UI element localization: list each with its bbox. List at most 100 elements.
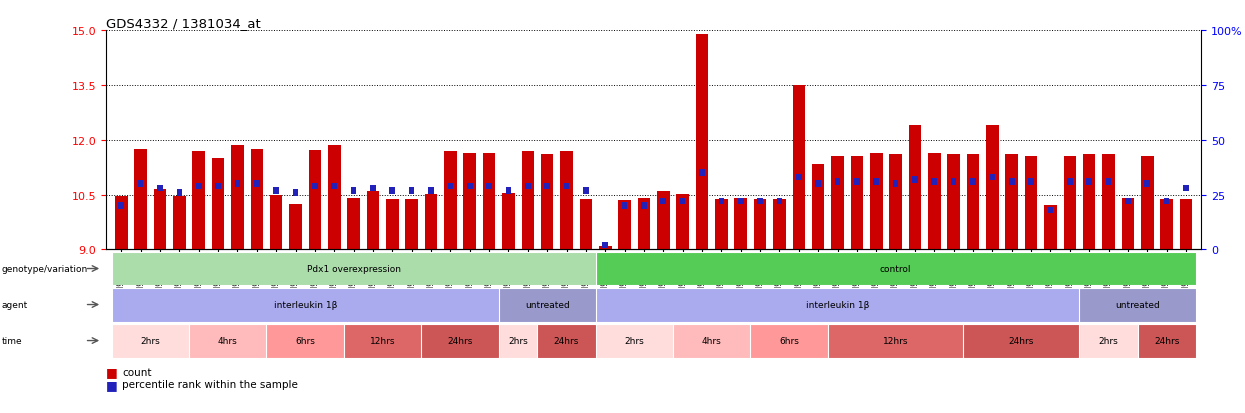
Bar [909, 126, 921, 250]
Bar [522, 152, 534, 250]
Bar [1180, 199, 1193, 250]
Bar [544, 183, 550, 190]
Bar [715, 199, 727, 250]
Bar [173, 197, 186, 250]
Bar [870, 153, 883, 250]
Bar [696, 35, 708, 250]
Bar [134, 150, 147, 250]
Bar [793, 86, 806, 250]
Bar [274, 188, 279, 194]
Bar [913, 176, 918, 183]
Text: 24hrs: 24hrs [1154, 336, 1179, 345]
Bar [1122, 198, 1134, 250]
Bar [947, 155, 960, 250]
Bar [1160, 199, 1173, 250]
Bar [777, 198, 782, 205]
Bar [928, 153, 940, 250]
Bar [735, 198, 747, 250]
Bar [812, 164, 824, 250]
Bar [832, 157, 844, 250]
Bar [753, 199, 767, 250]
Bar [1144, 181, 1150, 188]
Bar [641, 203, 646, 209]
Bar [1083, 155, 1096, 250]
Bar [619, 201, 631, 250]
Text: 6hrs: 6hrs [295, 336, 315, 345]
Bar [331, 183, 337, 190]
Bar [1047, 207, 1053, 214]
Text: 2hrs: 2hrs [141, 336, 161, 345]
Bar [293, 190, 299, 196]
Bar [115, 197, 127, 250]
Bar [177, 190, 182, 196]
Bar [951, 179, 956, 185]
Text: count: count [122, 367, 152, 377]
Bar [1140, 157, 1154, 250]
Bar [599, 246, 611, 250]
Bar [657, 192, 670, 250]
Text: 24hrs: 24hrs [447, 336, 473, 345]
Bar [850, 157, 863, 250]
Text: Pdx1 overexpression: Pdx1 overexpression [306, 264, 401, 273]
Bar [212, 159, 224, 250]
Text: agent: agent [1, 300, 27, 309]
Bar [680, 198, 686, 205]
Bar [386, 199, 398, 250]
Bar [215, 183, 220, 190]
Bar [270, 196, 283, 250]
Bar [428, 188, 433, 194]
Bar [1006, 154, 1018, 250]
Bar [195, 183, 202, 190]
Text: time: time [1, 336, 22, 345]
Bar [502, 193, 514, 250]
Bar [1063, 157, 1076, 250]
Bar [525, 183, 530, 190]
Text: 24hrs: 24hrs [554, 336, 579, 345]
Text: 12hrs: 12hrs [883, 336, 909, 345]
Bar [234, 181, 240, 188]
Bar [487, 183, 492, 190]
Text: 2hrs: 2hrs [1098, 336, 1118, 345]
Bar [118, 203, 125, 209]
Bar [583, 188, 589, 194]
Bar [1183, 185, 1189, 192]
Bar [970, 179, 976, 185]
Bar [1028, 179, 1033, 185]
Bar [1025, 157, 1037, 250]
Bar [718, 198, 725, 205]
Bar [327, 146, 341, 250]
Bar [467, 183, 473, 190]
Text: genotype/variation: genotype/variation [1, 264, 87, 273]
Text: GDS4332 / 1381034_at: GDS4332 / 1381034_at [106, 17, 260, 30]
Bar [232, 146, 244, 250]
Bar [289, 204, 301, 250]
Bar [1102, 155, 1114, 250]
Text: 24hrs: 24hrs [1008, 336, 1035, 345]
Bar [447, 183, 453, 190]
Text: 4hrs: 4hrs [702, 336, 722, 345]
Bar [1067, 179, 1073, 185]
Bar [351, 188, 356, 194]
Bar [138, 181, 143, 188]
Bar [1087, 179, 1092, 185]
Bar [637, 199, 650, 250]
Text: interleukin 1β: interleukin 1β [274, 300, 337, 309]
Bar [157, 185, 163, 192]
Bar [966, 155, 980, 250]
Bar [444, 152, 457, 250]
Bar [700, 170, 705, 176]
Bar [1045, 205, 1057, 250]
Bar [874, 179, 879, 185]
Bar [889, 155, 901, 250]
Bar [815, 181, 820, 188]
Bar [1164, 198, 1169, 205]
Bar [370, 185, 376, 192]
Text: 2hrs: 2hrs [508, 336, 528, 345]
Bar [408, 188, 415, 194]
Bar [773, 199, 786, 250]
Bar [738, 198, 743, 205]
Bar [893, 181, 899, 188]
Bar [347, 198, 360, 250]
Text: 12hrs: 12hrs [370, 336, 396, 345]
Bar [367, 192, 380, 250]
